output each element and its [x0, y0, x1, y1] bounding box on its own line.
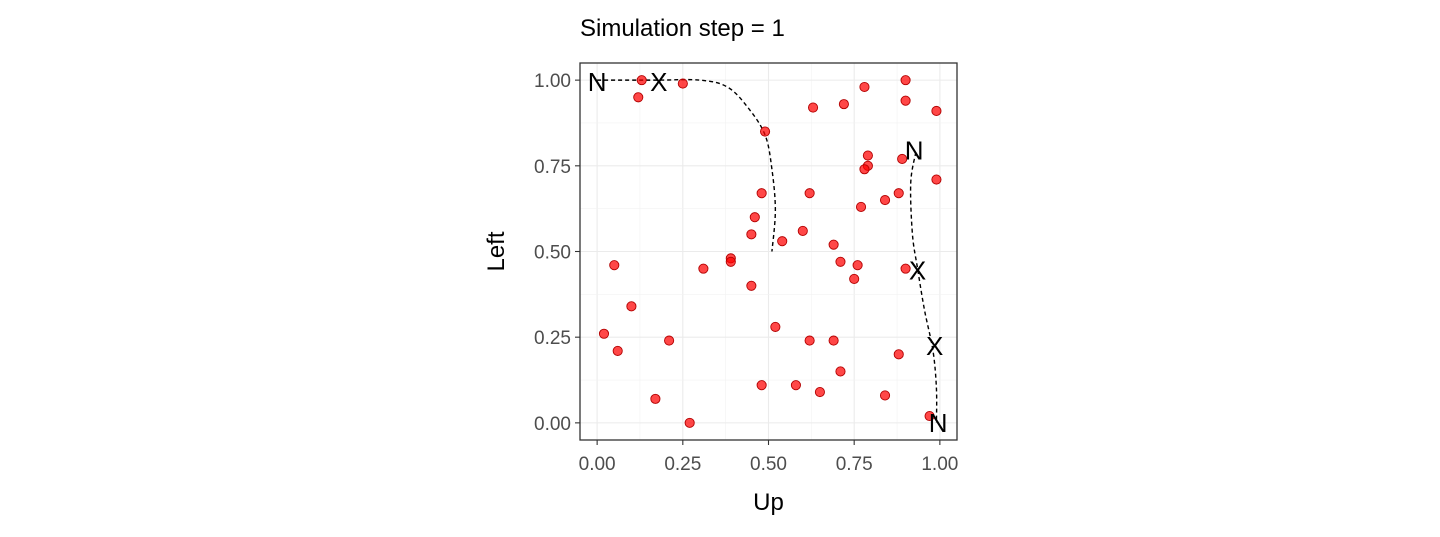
- data-point: [924, 410, 935, 422]
- y-tick-label: 1.00: [534, 71, 571, 92]
- data-point: [609, 260, 620, 271]
- data-point: [814, 386, 825, 398]
- data-point: [931, 174, 942, 185]
- data-point: [633, 92, 644, 103]
- data-point: [746, 229, 757, 240]
- data-point: [849, 273, 860, 284]
- path-marker-label: X: [909, 255, 926, 285]
- data-point: [835, 366, 846, 377]
- data-point: [893, 349, 904, 360]
- y-tick-label: 0.25: [534, 328, 571, 349]
- data-point: [626, 301, 637, 312]
- data-point: [790, 380, 801, 391]
- data-point: [746, 280, 757, 291]
- data-point: [859, 81, 870, 93]
- data-point: [838, 99, 849, 110]
- path-lines: [597, 78, 938, 423]
- data-point: [828, 239, 839, 250]
- data-point: [636, 75, 647, 86]
- data-point: [900, 95, 911, 106]
- path-marker-label: N: [929, 408, 948, 438]
- data-point: [612, 345, 623, 356]
- y-axis-title: Left: [483, 231, 510, 271]
- data-point: [855, 201, 867, 212]
- data-point: [684, 417, 695, 428]
- y-axis-ticks: 0.00 0.25 0.50 0.75 1.00: [534, 71, 580, 435]
- data-points: [598, 75, 942, 428]
- data-point: [756, 188, 767, 199]
- grid-lines: [580, 63, 957, 440]
- data-point: [677, 78, 688, 89]
- data-point: [859, 164, 870, 175]
- path-marker-label: X: [650, 67, 667, 97]
- y-tick-label: 0.50: [534, 243, 571, 264]
- x-tick-label: 0.75: [836, 454, 873, 475]
- x-tick-label: 0.25: [664, 454, 701, 475]
- x-axis-ticks: 0.00 0.25 0.50 0.75 1.00: [579, 440, 958, 475]
- data-point: [808, 102, 819, 113]
- data-point: [749, 212, 760, 223]
- dashed-path: [597, 78, 777, 252]
- data-point: [931, 105, 942, 117]
- y-tick-label: 0.75: [534, 157, 571, 178]
- path-marker-label: X: [926, 331, 943, 361]
- data-point: [664, 335, 675, 346]
- x-tick-label: 0.50: [750, 454, 787, 475]
- data-point: [900, 75, 911, 86]
- data-point: [698, 263, 709, 274]
- data-point: [777, 236, 788, 247]
- data-point: [879, 195, 891, 206]
- x-tick-label: 1.00: [921, 454, 958, 475]
- data-point: [900, 263, 911, 274]
- data-point: [770, 321, 781, 332]
- path-marker-label: N: [905, 135, 924, 165]
- path-markers: N X N X X N: [588, 67, 948, 438]
- data-point: [897, 153, 908, 165]
- data-point: [804, 335, 815, 346]
- data-point: [804, 188, 815, 199]
- chart-title: Simulation step = 1: [580, 15, 785, 42]
- data-point: [879, 390, 891, 401]
- data-point: [852, 260, 863, 271]
- data-point: [760, 126, 771, 137]
- x-axis-title: Up: [753, 489, 784, 516]
- dashed-path: [909, 151, 938, 423]
- data-point: [835, 256, 846, 267]
- data-point: [756, 380, 767, 391]
- data-point: [862, 150, 873, 161]
- data-point: [828, 335, 839, 346]
- path-marker-label: N: [588, 67, 607, 97]
- y-tick-label: 0.00: [534, 414, 571, 435]
- data-point: [598, 328, 610, 339]
- data-point: [797, 225, 808, 236]
- data-point: [893, 188, 904, 199]
- x-tick-label: 0.00: [579, 454, 616, 475]
- data-point: [725, 256, 736, 267]
- data-point: [650, 393, 661, 404]
